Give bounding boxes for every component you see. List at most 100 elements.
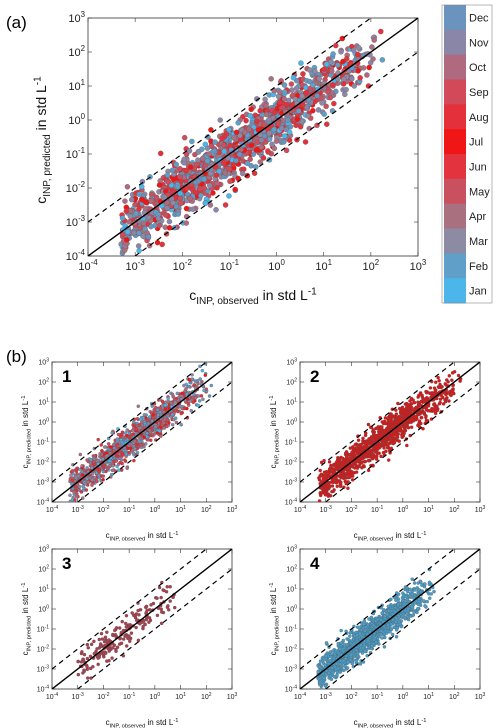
data-point bbox=[169, 401, 173, 405]
data-point bbox=[86, 646, 90, 650]
data-point bbox=[136, 206, 142, 212]
data-point bbox=[237, 132, 243, 139]
colorbar-month-label: Nov bbox=[469, 37, 489, 49]
data-point bbox=[394, 628, 399, 632]
data-point bbox=[102, 465, 106, 469]
data-point bbox=[74, 494, 79, 499]
data-point bbox=[406, 426, 411, 430]
data-point bbox=[417, 393, 421, 398]
data-point bbox=[96, 662, 100, 667]
data-point bbox=[146, 421, 151, 426]
data-point bbox=[299, 93, 305, 99]
one-to-one-line bbox=[52, 549, 232, 689]
data-point bbox=[233, 129, 240, 136]
data-point bbox=[351, 47, 357, 54]
data-point bbox=[81, 657, 85, 662]
x-tick-label: 101 bbox=[423, 505, 434, 514]
data-point bbox=[330, 82, 336, 88]
data-point bbox=[450, 371, 455, 375]
data-point bbox=[123, 458, 127, 462]
data-point bbox=[227, 178, 233, 184]
lower-bound-line bbox=[134, 51, 418, 256]
data-point bbox=[374, 453, 379, 458]
data-point bbox=[139, 196, 145, 203]
data-point bbox=[318, 468, 322, 473]
x-tick-label: 10-2 bbox=[173, 258, 192, 273]
data-point bbox=[164, 590, 169, 594]
data-point bbox=[355, 465, 360, 470]
data-point bbox=[247, 156, 253, 162]
data-point bbox=[134, 618, 139, 623]
data-point bbox=[380, 425, 384, 429]
data-point bbox=[363, 433, 368, 438]
data-point bbox=[124, 184, 131, 190]
data-point bbox=[319, 687, 323, 689]
data-point bbox=[392, 625, 397, 629]
data-point bbox=[326, 473, 330, 477]
colorbar-month-label: Mar bbox=[469, 236, 488, 248]
data-point bbox=[406, 589, 410, 594]
data-point bbox=[152, 200, 158, 207]
data-point bbox=[121, 247, 128, 253]
data-point bbox=[390, 632, 395, 637]
y-tick-label: 10-4 bbox=[37, 497, 49, 506]
data-point bbox=[160, 399, 165, 403]
data-point bbox=[443, 398, 447, 402]
y-tick-label: 100 bbox=[68, 112, 85, 127]
data-point bbox=[342, 642, 346, 646]
colorbar-month-label: Oct bbox=[469, 62, 486, 74]
data-point bbox=[113, 633, 118, 637]
data-point bbox=[85, 458, 89, 462]
data-point bbox=[449, 393, 453, 398]
data-point bbox=[254, 118, 260, 125]
data-point bbox=[126, 219, 132, 225]
data-point bbox=[235, 120, 241, 126]
data-point bbox=[89, 642, 94, 647]
data-point bbox=[127, 431, 132, 436]
data-point bbox=[97, 476, 102, 480]
data-point bbox=[220, 160, 227, 166]
data-point bbox=[176, 409, 180, 414]
data-point bbox=[236, 151, 243, 158]
data-point bbox=[400, 429, 405, 434]
data-point bbox=[80, 496, 85, 500]
data-point bbox=[356, 438, 361, 442]
data-point bbox=[99, 631, 104, 636]
x-tick-label: 101 bbox=[423, 692, 434, 701]
data-point bbox=[73, 498, 77, 502]
data-point bbox=[318, 491, 323, 495]
data-point bbox=[157, 150, 164, 157]
data-point bbox=[316, 75, 322, 82]
data-point bbox=[148, 192, 155, 198]
colorbar-month-label: Feb bbox=[469, 261, 488, 273]
data-point bbox=[402, 426, 407, 430]
data-point bbox=[322, 470, 327, 474]
x-tick-label: 10-4 bbox=[78, 258, 98, 273]
data-point bbox=[97, 470, 101, 474]
data-point bbox=[196, 403, 201, 408]
data-point bbox=[412, 400, 417, 405]
data-point bbox=[213, 207, 219, 213]
data-point bbox=[119, 215, 126, 221]
data-point bbox=[366, 422, 371, 427]
data-point bbox=[360, 465, 364, 470]
data-point bbox=[177, 165, 183, 172]
upper-bound-line bbox=[52, 549, 207, 670]
data-point bbox=[129, 631, 134, 635]
data-point bbox=[369, 440, 373, 444]
data-point bbox=[336, 465, 340, 470]
data-point bbox=[366, 64, 372, 71]
data-point bbox=[147, 620, 151, 624]
data-point bbox=[155, 431, 160, 435]
data-point bbox=[157, 585, 162, 590]
data-point bbox=[372, 430, 377, 434]
data-point bbox=[198, 377, 202, 381]
data-point bbox=[374, 450, 378, 454]
data-point bbox=[247, 113, 253, 119]
data-point bbox=[110, 468, 115, 473]
x-tick-label: 10-4 bbox=[46, 505, 58, 514]
data-point bbox=[232, 186, 238, 193]
data-point bbox=[110, 656, 114, 660]
data-point bbox=[135, 424, 139, 428]
